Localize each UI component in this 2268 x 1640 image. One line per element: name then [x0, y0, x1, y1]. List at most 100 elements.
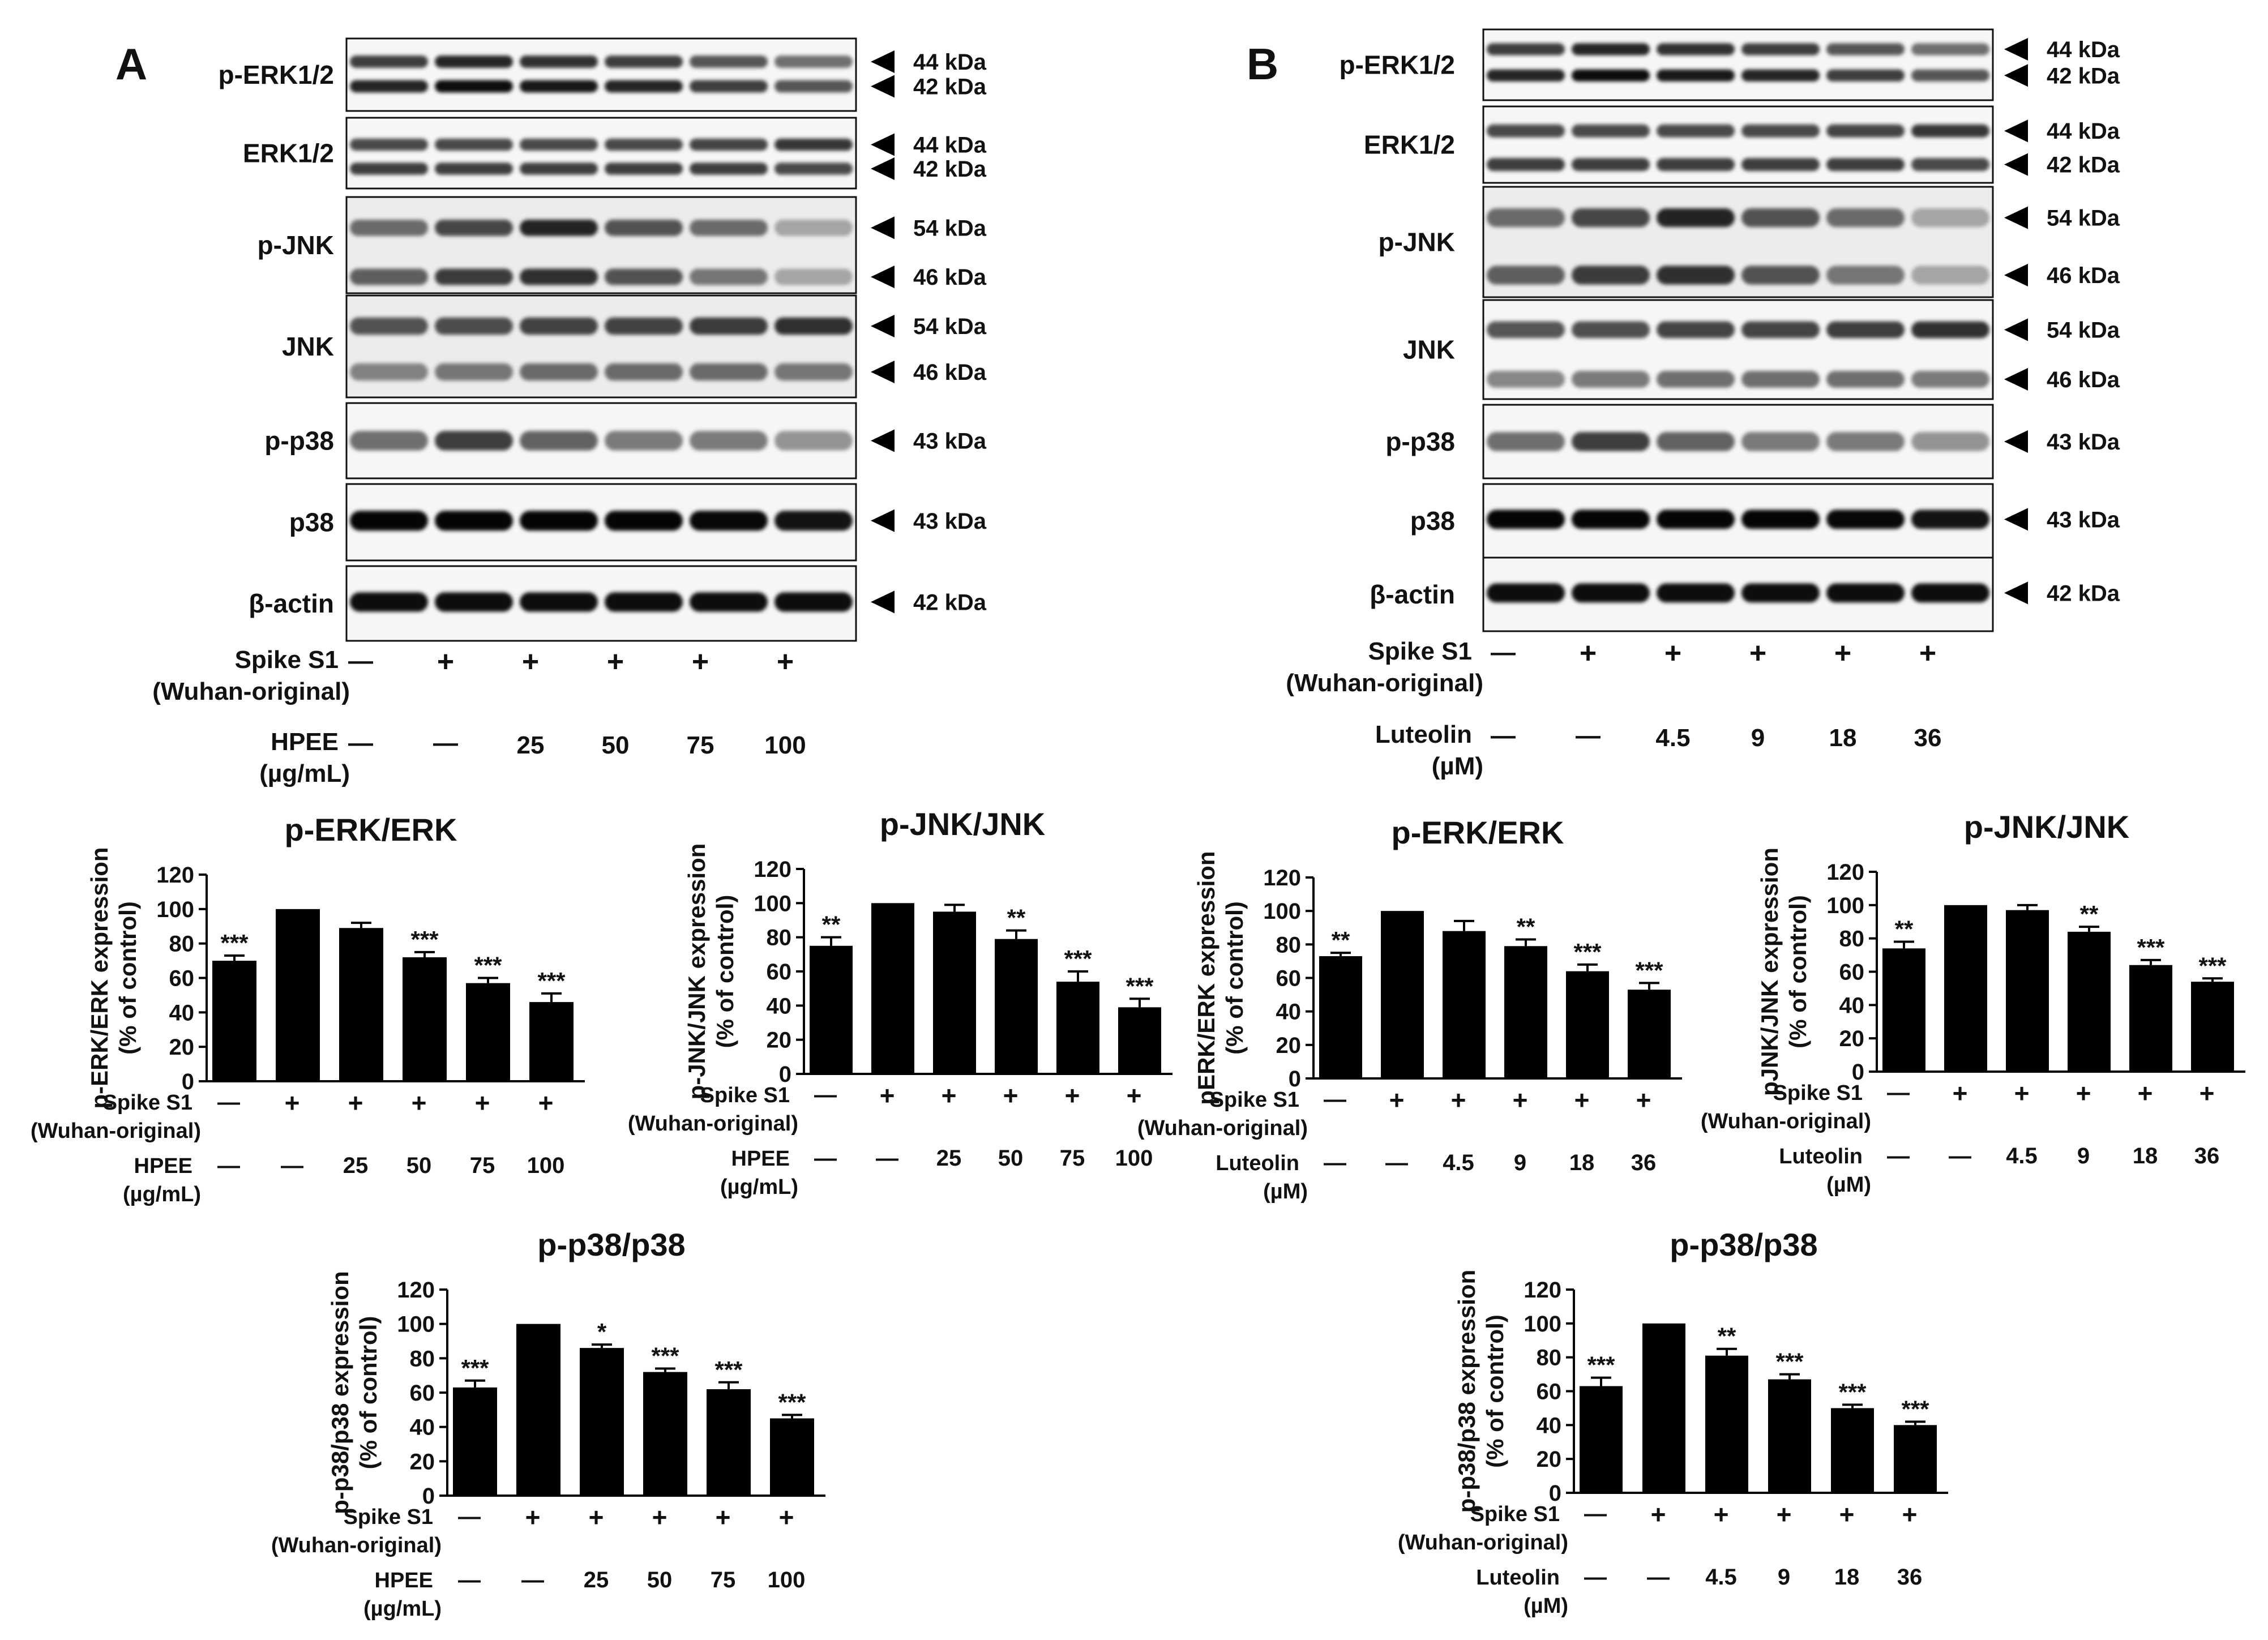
kda-marker: 54 kDa	[913, 216, 987, 241]
kda-marker: 44 kDa	[913, 50, 987, 75]
significance-label: ***	[1838, 1378, 1867, 1405]
condition-value: 18	[2133, 1144, 2158, 1168]
condition-value: —	[876, 1146, 898, 1171]
blot-band	[1657, 69, 1735, 82]
y-tick-label: 100	[1263, 899, 1301, 924]
blot-band	[520, 511, 598, 531]
condition-value: +	[285, 1088, 300, 1117]
bar	[276, 909, 320, 1081]
condition-value: +	[692, 645, 709, 678]
bar	[1768, 1379, 1811, 1493]
blot-row: JNK 54 kDa 46 kDa	[282, 294, 987, 399]
chart-title: p-JNK/JNK	[880, 806, 1045, 842]
condition-unit: (Wuhan-original)	[31, 1119, 201, 1143]
kda-marker: 42 kDa	[2047, 581, 2120, 606]
panel-letter: B	[1247, 39, 1278, 89]
condition-value: +	[1513, 1085, 1528, 1115]
bar	[1882, 948, 1925, 1072]
bar	[770, 1418, 814, 1496]
bar	[1944, 905, 1987, 1072]
blot-label: JNK	[1403, 335, 1455, 365]
blot-frame	[1482, 556, 1994, 632]
bar	[580, 1348, 624, 1496]
blot-band	[435, 55, 513, 68]
bar	[1894, 1425, 1937, 1493]
y-tick-label: 100	[1826, 893, 1864, 918]
marker-arrow-icon	[2004, 581, 2028, 605]
blot-band	[520, 431, 598, 451]
blot-band	[1487, 583, 1565, 603]
blot-band	[520, 162, 598, 175]
condition-label: HPEE	[375, 1569, 433, 1592]
blot-band	[1741, 266, 1820, 285]
condition-value: +	[1065, 1081, 1080, 1110]
condition-value: +	[1651, 1500, 1666, 1529]
condition-value: —	[217, 1090, 240, 1115]
marker-arrow-icon	[871, 509, 895, 532]
y-axis-unit: (% of control)	[1221, 901, 1248, 1055]
significance-label: ***	[474, 952, 502, 979]
blot-band	[605, 80, 683, 93]
blot-band	[1741, 371, 1820, 388]
condition-label: HPEE	[134, 1154, 192, 1178]
y-tick-label: 20	[410, 1449, 435, 1474]
condition-label: Luteolin	[1375, 721, 1472, 748]
condition-value: +	[652, 1502, 667, 1532]
condition-label: Luteolin	[1779, 1145, 1863, 1168]
condition-row: Luteolin (µM) — — 4.5 9 18 36	[1375, 721, 1942, 780]
condition-value: 25	[584, 1568, 609, 1592]
blot-band	[1572, 266, 1650, 285]
condition-value: 100	[768, 1568, 806, 1592]
condition-value: 9	[2077, 1144, 2090, 1168]
blot-frame	[1482, 186, 1994, 298]
blot-band	[520, 592, 598, 612]
blot-band	[1572, 371, 1650, 388]
bar	[1056, 982, 1099, 1074]
blot-band	[1911, 371, 1989, 388]
condition-value: +	[1749, 637, 1766, 670]
y-tick-label: 80	[1276, 932, 1302, 957]
condition-value: 100	[764, 731, 806, 759]
blot-band	[435, 80, 513, 93]
condition-value: 9	[1514, 1150, 1526, 1175]
blot-label: p-JNK	[258, 230, 334, 260]
marker-arrow-icon	[2004, 119, 2028, 143]
chart-title: p-JNK/JNK	[1964, 809, 2129, 845]
significance-label: **	[1007, 905, 1026, 931]
y-tick-label: 80	[1839, 927, 1865, 952]
marker-arrow-icon	[871, 590, 895, 614]
blot-band	[1826, 69, 1905, 82]
kda-marker: 46 kDa	[2047, 263, 2120, 288]
condition-unit: (µM)	[1826, 1173, 1871, 1197]
condition-value: +	[1003, 1081, 1019, 1110]
blot-band	[435, 162, 513, 175]
significance-label: ***	[537, 967, 566, 994]
condition-value: 75	[687, 731, 714, 759]
blot-band	[774, 268, 853, 285]
blot-band	[1487, 321, 1565, 339]
kda-marker: 46 kDa	[913, 360, 987, 385]
y-tick-label: 100	[1524, 1312, 1561, 1337]
bar	[995, 939, 1038, 1074]
significance-label: ***	[2198, 952, 2227, 979]
condition-value: +	[716, 1502, 731, 1532]
blot-band	[1487, 509, 1565, 529]
y-tick-label: 120	[156, 863, 194, 888]
condition-value: —	[1949, 1144, 1971, 1168]
blot-row: β-actin 42 kDa	[249, 565, 987, 642]
bar	[516, 1324, 560, 1496]
significance-label: **	[1332, 927, 1350, 953]
marker-arrow-icon	[871, 50, 895, 73]
marker-arrow-icon	[2004, 264, 2028, 286]
condition-unit: (µM)	[1432, 752, 1483, 780]
condition-value: +	[1580, 637, 1597, 670]
bar-chart-a-2: p-JNK/JNK p-JNK/JNK expression (% of contr…	[628, 806, 1172, 1199]
condition-value: +	[538, 1088, 554, 1117]
blot-band	[435, 138, 513, 151]
blot-band	[690, 55, 768, 68]
condition-value: 18	[1569, 1150, 1595, 1175]
kda-marker: 42 kDa	[2047, 153, 2120, 178]
blot-frame	[345, 117, 857, 190]
